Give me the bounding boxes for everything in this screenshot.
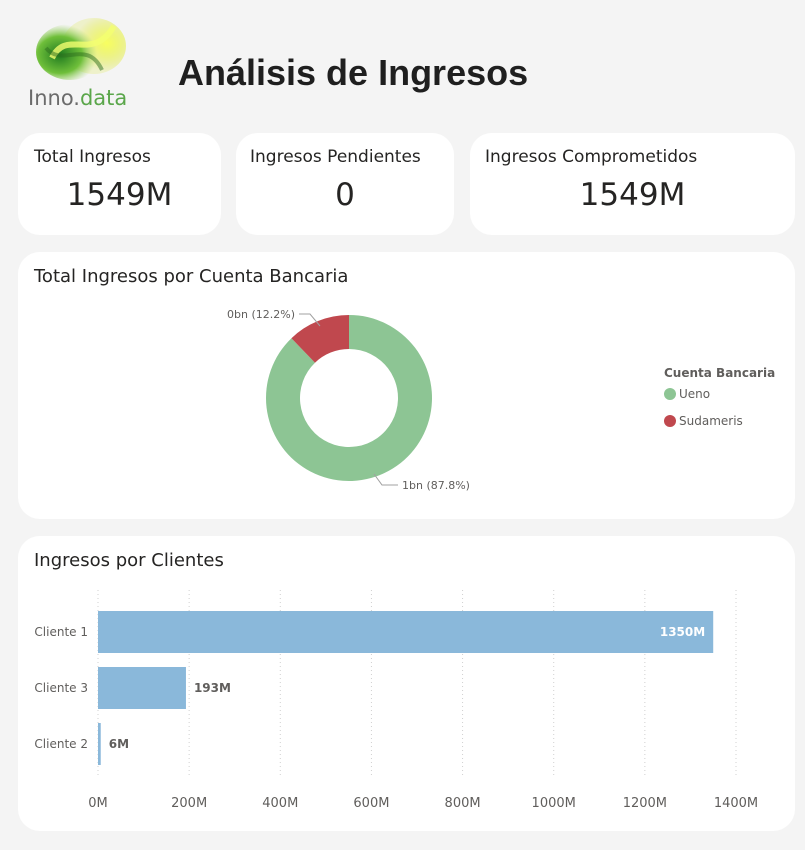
y-category-label: Cliente 2: [34, 737, 88, 751]
data-label-sudameris: 0bn (12.2%): [227, 308, 295, 321]
chart-title: Total Ingresos por Cuenta Bancaria: [34, 266, 349, 287]
x-tick-label: 400M: [262, 796, 298, 811]
y-category-label: Cliente 1: [34, 625, 88, 639]
chart-title: Ingresos por Clientes: [34, 550, 224, 571]
logo-wordmark: Inno.data: [28, 86, 128, 110]
donut-slice-sudameris[interactable]: [291, 315, 349, 363]
donut-chart: 1bn (87.8%) 0bn (12.2%): [227, 308, 470, 492]
legend-label: Sudameris: [679, 414, 743, 428]
kpi-value: 1549M: [579, 177, 686, 213]
kpi-label: Ingresos Pendientes: [250, 147, 421, 167]
x-tick-label: 800M: [445, 796, 481, 811]
bar-value-label: 1350M: [660, 625, 705, 639]
leader-line: [373, 473, 398, 486]
legend-dot-sudameris: [664, 415, 676, 427]
kpi-value: 1549M: [66, 177, 173, 213]
page-title: Análisis de Ingresos: [178, 52, 529, 93]
kpi-label: Total Ingresos: [34, 147, 151, 167]
donut-chart-card[interactable]: Total Ingresos por Cuenta Bancaria 1bn (…: [18, 252, 795, 519]
legend-label: Ueno: [679, 387, 711, 401]
inno-data-logo: Inno.data: [24, 6, 144, 110]
legend-item-ueno[interactable]: Ueno: [664, 387, 710, 401]
x-tick-label: 1400M: [714, 796, 758, 811]
bar-value-label: 193M: [194, 681, 231, 695]
legend-title: Cuenta Bancaria: [664, 366, 776, 380]
bar-chart-card[interactable]: Ingresos por Clientes 0M 200M 400M 600M 800M…: [18, 536, 795, 831]
kpi-value: 0: [335, 177, 355, 213]
x-tick-label: 1200M: [623, 796, 667, 811]
bar-cliente-2[interactable]: [98, 723, 101, 765]
kpi-card-ingresos-pendientes[interactable]: Ingresos Pendientes 0: [236, 133, 454, 235]
kpi-label: Ingresos Comprometidos: [485, 147, 698, 167]
x-tick-label: 0M: [88, 796, 108, 811]
bar-cliente-3[interactable]: [98, 667, 186, 709]
bar-chart: 0M 200M 400M 600M 800M 1000M 1200M 1400M Cliente…: [34, 590, 758, 811]
x-tick-label: 600M: [353, 796, 389, 811]
legend-dot-ueno: [664, 388, 676, 400]
bar-cliente-1[interactable]: [98, 611, 714, 653]
x-tick-label: 200M: [171, 796, 207, 811]
x-tick-label: 1000M: [532, 796, 576, 811]
donut-slice-ueno[interactable]: [266, 315, 433, 481]
leaf-swirl-logo-icon: [36, 18, 126, 80]
y-category-label: Cliente 3: [34, 681, 88, 695]
bar-value-label: 6M: [109, 737, 129, 751]
leader-line: [299, 313, 321, 327]
kpi-card-total-ingresos[interactable]: Total Ingresos 1549M: [18, 133, 221, 235]
data-label-ueno: 1bn (87.8%): [402, 479, 470, 492]
kpi-card-ingresos-comprometidos[interactable]: Ingresos Comprometidos 1549M: [470, 133, 795, 235]
legend-item-sudameris[interactable]: Sudameris: [664, 414, 743, 428]
